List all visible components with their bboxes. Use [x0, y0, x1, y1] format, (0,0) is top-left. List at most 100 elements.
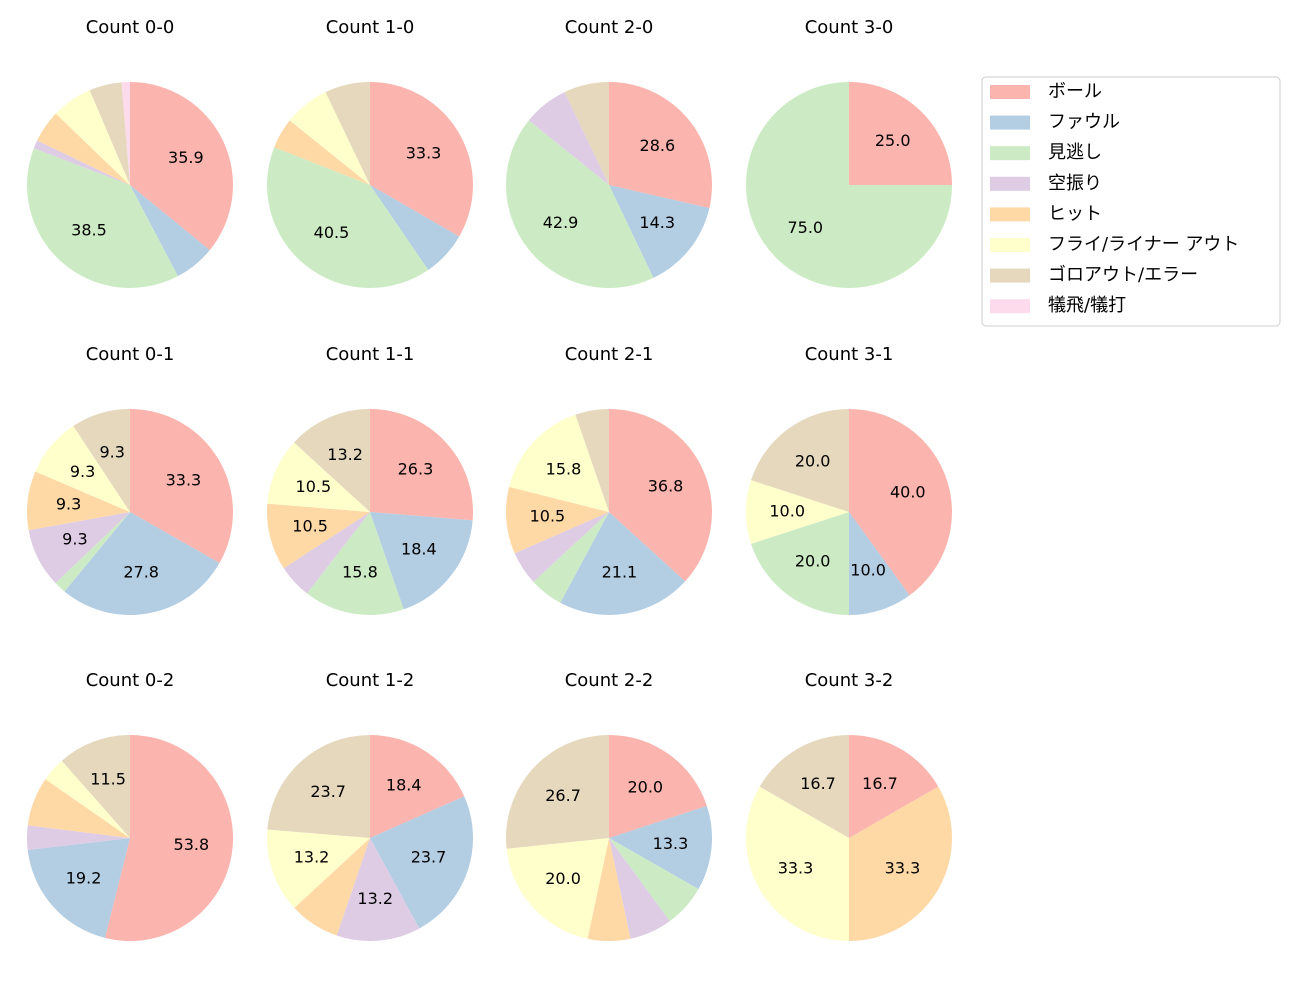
data-label: 20.0	[795, 551, 831, 570]
data-label: 33.3	[885, 858, 921, 877]
chart-title: Count 1-2	[326, 670, 415, 691]
legend-label: 空振り	[1048, 173, 1102, 194]
legend-swatch	[990, 207, 1030, 222]
data-label: 9.3	[56, 495, 81, 514]
pie-slice	[370, 409, 473, 521]
data-label: 21.1	[602, 562, 638, 581]
pie-slice	[267, 147, 429, 288]
pie-slice	[370, 82, 473, 237]
legend-label: 見逃し	[1048, 142, 1102, 163]
data-label: 27.8	[123, 562, 159, 581]
pie-slice	[35, 426, 130, 512]
pie-slice	[506, 735, 609, 849]
pie-slice	[759, 735, 849, 838]
legend-swatch	[990, 238, 1030, 252]
pie-slice	[506, 838, 609, 939]
pie-slice	[849, 409, 953, 596]
data-label: 28.6	[640, 136, 676, 155]
data-label: 13.2	[327, 445, 363, 464]
pie-slice	[28, 512, 130, 584]
pie-slice	[609, 185, 710, 278]
data-label: 33.3	[406, 144, 442, 163]
pie-slice	[37, 113, 131, 185]
pie-slice	[267, 829, 370, 908]
pie-slice	[370, 512, 473, 610]
pie-slice	[609, 838, 670, 939]
data-label: 33.3	[166, 470, 202, 489]
legend-label: 犠飛/犠打	[1048, 295, 1126, 316]
chart-title: Count 2-1	[565, 344, 654, 365]
data-label: 13.2	[357, 889, 393, 908]
pie-slice	[325, 82, 370, 185]
data-label: 26.7	[545, 786, 581, 805]
pie-slice	[27, 471, 131, 531]
data-label: 14.3	[639, 213, 675, 232]
pie-slice	[283, 512, 370, 594]
pie-slice	[560, 512, 686, 615]
chart-title: Count 1-0	[326, 17, 415, 38]
pie-slice	[289, 92, 370, 185]
legend-label: フライ/ライナー アウト	[1048, 234, 1239, 255]
pie-slice	[751, 512, 849, 615]
data-label: 9.3	[100, 442, 125, 461]
data-label: 18.4	[386, 776, 422, 795]
legend-swatch	[990, 115, 1030, 130]
data-label: 10.0	[769, 502, 805, 521]
pie-slice	[505, 486, 609, 554]
pie-slice	[609, 82, 712, 209]
pie-slice	[509, 414, 609, 512]
pie-slice	[294, 409, 370, 512]
legend-box	[981, 76, 1281, 327]
pie-slice	[336, 838, 420, 942]
pie-slice	[274, 120, 370, 185]
legend-swatch	[990, 176, 1030, 191]
data-label: 53.8	[174, 835, 210, 854]
data-label: 75.0	[787, 218, 823, 237]
legend-swatch	[990, 146, 1030, 161]
pie-slice	[27, 838, 130, 938]
chart-title: Count 1-1	[326, 344, 415, 365]
pie-slice	[33, 140, 131, 185]
data-label: 16.7	[800, 774, 836, 793]
pie-slice	[587, 838, 631, 942]
pie-slice	[267, 442, 370, 512]
legend-swatch	[990, 268, 1030, 283]
legend-swatch	[990, 85, 1030, 99]
data-label: 16.7	[862, 774, 898, 793]
chart-title: Count 0-0	[86, 17, 175, 38]
pie-slice	[306, 512, 404, 615]
data-label: 40.5	[314, 223, 350, 242]
data-label: 18.4	[401, 539, 437, 558]
pie-slice	[849, 82, 952, 185]
data-label: 10.5	[530, 507, 566, 526]
data-label: 20.0	[627, 777, 663, 796]
legend-label: ヒット	[1048, 203, 1102, 224]
pie-slice	[575, 409, 609, 512]
pie-slice	[370, 185, 460, 270]
pie-slice	[514, 512, 609, 582]
data-label: 10.5	[296, 477, 332, 496]
pie-slice	[27, 825, 131, 850]
pie-slice	[61, 735, 130, 838]
chart-title: Count 0-2	[86, 670, 175, 691]
pie-slice	[609, 806, 712, 890]
pie-slice	[849, 735, 939, 838]
pie-slice	[89, 82, 130, 185]
pie-slice	[505, 120, 654, 288]
pie-slice	[533, 512, 609, 603]
pie-slice	[130, 185, 210, 277]
chart-title: Count 0-1	[86, 344, 175, 365]
chart-title: Count 2-0	[565, 17, 654, 38]
chart-title: Count 3-2	[805, 670, 894, 691]
pie-slice	[45, 760, 130, 838]
pie-slice	[27, 779, 130, 838]
pie-slice	[746, 82, 952, 288]
data-label: 13.2	[294, 848, 330, 867]
pie-slice	[294, 838, 370, 936]
pie-slice	[849, 786, 953, 941]
data-label: 42.9	[543, 213, 579, 232]
legend-swatch	[990, 299, 1030, 314]
data-label: 19.2	[66, 868, 102, 887]
data-label: 26.3	[398, 460, 434, 479]
data-label: 9.3	[70, 462, 95, 481]
